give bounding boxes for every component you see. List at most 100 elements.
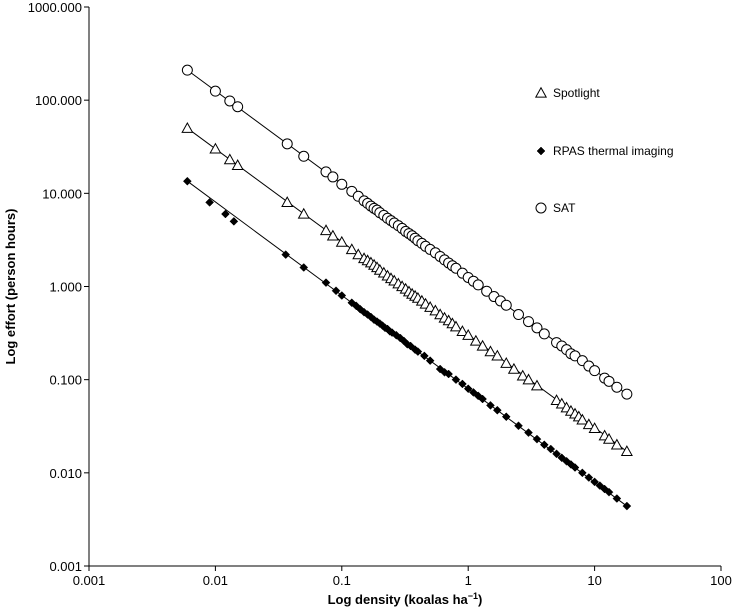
sat-point xyxy=(298,150,310,162)
spotlight-point xyxy=(181,121,194,133)
sat-point xyxy=(481,285,493,297)
rpas-thermal-imaging-point xyxy=(425,356,435,366)
spotlight-point xyxy=(522,373,535,385)
spotlight-point xyxy=(462,328,475,340)
spotlight-point xyxy=(335,235,348,247)
rpas-thermal-imaging-point xyxy=(281,250,291,259)
spotlight-point xyxy=(352,248,365,260)
rpas-thermal-imaging-point xyxy=(546,444,556,454)
spotlight-point xyxy=(610,438,623,450)
rpas-thermal-imaging-point xyxy=(492,405,502,415)
x-tick-label: 10 xyxy=(587,573,601,588)
y-tick-label: 10.000 xyxy=(42,186,82,201)
y-tick-label: 0.010 xyxy=(49,466,82,481)
legend-label-sat: SAT xyxy=(553,201,576,215)
rpas-thermal-imaging-point xyxy=(205,198,214,207)
rpas-thermal-imaging-point xyxy=(604,487,614,497)
y-tick-label: 100.000 xyxy=(35,93,82,108)
x-tick-label: 0.1 xyxy=(333,573,351,588)
rpas-thermal-imaging-point xyxy=(321,278,331,287)
legend-marker-rpas-thermal-imaging xyxy=(536,146,546,156)
spotlight-point xyxy=(326,229,339,241)
rpas-thermal-imaging-point xyxy=(622,501,632,511)
rpas-thermal-imaging-point xyxy=(331,286,341,296)
rpas-thermal-imaging-point xyxy=(183,176,192,186)
rpas-thermal-imaging-point xyxy=(444,369,453,379)
sat-point xyxy=(281,138,293,150)
sat-point xyxy=(589,365,601,377)
spotlight-point xyxy=(484,345,497,357)
spotlight-point xyxy=(550,394,563,405)
rpas-thermal-imaging-point xyxy=(532,434,542,444)
sat-point xyxy=(327,171,339,183)
legend-label-spotlight: Spotlight xyxy=(553,86,600,100)
rpas-thermal-imaging-point xyxy=(590,477,599,487)
spotlight-point xyxy=(491,349,504,361)
x-tick-label: 0.01 xyxy=(203,573,228,588)
y-tick-label: 1000.000 xyxy=(28,0,82,15)
sat-point xyxy=(209,85,221,97)
rpas-thermal-imaging-point xyxy=(420,351,429,361)
rpas-thermal-imaging-point xyxy=(612,494,622,503)
rpas-thermal-imaging-point xyxy=(221,209,230,219)
sat-point xyxy=(531,322,543,334)
spotlight-point xyxy=(516,369,529,381)
x-axis-title-main: Log density (koalas ha xyxy=(328,592,469,607)
rpas-thermal-imaging-point xyxy=(577,468,587,478)
legend-marker-sat xyxy=(535,202,547,214)
rpas-thermal-imaging-point xyxy=(299,263,309,272)
rpas-thermal-imaging-point xyxy=(451,375,461,385)
x-ticks: 0.001 0.01 0.1 1 10 100 xyxy=(73,566,732,588)
sat-series xyxy=(181,64,633,400)
sat-point xyxy=(472,279,484,291)
sat-point xyxy=(603,375,615,387)
spotlight-point xyxy=(297,207,310,219)
legend-label-rpas-thermal-imaging: RPAS thermal imaging xyxy=(553,144,674,158)
x-axis-title-end: ) xyxy=(478,592,482,607)
spotlight-point xyxy=(530,379,544,391)
sat-point xyxy=(621,388,633,400)
x-tick-label: 0.001 xyxy=(73,573,106,588)
rpas-thermal-imaging-point xyxy=(524,428,533,437)
y-tick-label: 0.001 xyxy=(49,559,82,574)
rpas-thermal-imaging-series xyxy=(183,176,632,511)
sat-point xyxy=(611,381,623,393)
spotlight-point xyxy=(507,362,520,374)
spotlight-series xyxy=(181,121,633,457)
rpas-thermal-imaging-point xyxy=(539,440,549,450)
spotlight-point xyxy=(223,153,236,165)
legend-marker-spotlight xyxy=(534,86,548,98)
sat-point xyxy=(336,178,348,190)
spotlight-point xyxy=(424,300,437,312)
sat-point xyxy=(224,95,236,107)
spotlight-point xyxy=(231,159,244,170)
spotlight-point xyxy=(602,432,616,444)
sat-point xyxy=(523,316,535,328)
sat-point xyxy=(232,101,244,113)
spotlight-point xyxy=(209,142,222,154)
spotlight-point xyxy=(576,413,589,425)
sat-point xyxy=(500,299,512,311)
rpas-thermal-imaging-point xyxy=(570,463,580,472)
x-tick-label: 100 xyxy=(710,573,732,588)
legend: Spotlight RPAS thermal imaging SAT xyxy=(534,86,674,215)
sat-point xyxy=(512,309,524,321)
sat-point xyxy=(181,64,193,76)
y-axis-title: Log effort (person hours) xyxy=(3,209,18,365)
rpas-thermal-imaging-point xyxy=(552,449,561,459)
y-tick-label: 1.000 xyxy=(49,280,82,295)
y-ticks: 0.001 0.010 0.100 1.000 10.000 100.000 1000.00… xyxy=(28,0,89,574)
x-axis-title: Log density (koalas ha−1) xyxy=(328,591,483,607)
rpas-thermal-imaging-point xyxy=(463,384,473,394)
spotlight-point xyxy=(500,357,513,368)
spotlight-point xyxy=(449,320,463,332)
rpas-thermal-imaging-point xyxy=(584,473,594,482)
spotlight-point xyxy=(620,445,633,457)
rpas-thermal-imaging-point xyxy=(514,421,523,431)
rpas-thermal-imaging-point xyxy=(337,291,347,300)
spotlight-point xyxy=(469,334,482,346)
rpas-thermal-imaging-point xyxy=(413,347,423,356)
rpas-thermal-imaging-point xyxy=(486,401,495,410)
x-tick-label: 1 xyxy=(465,573,472,588)
